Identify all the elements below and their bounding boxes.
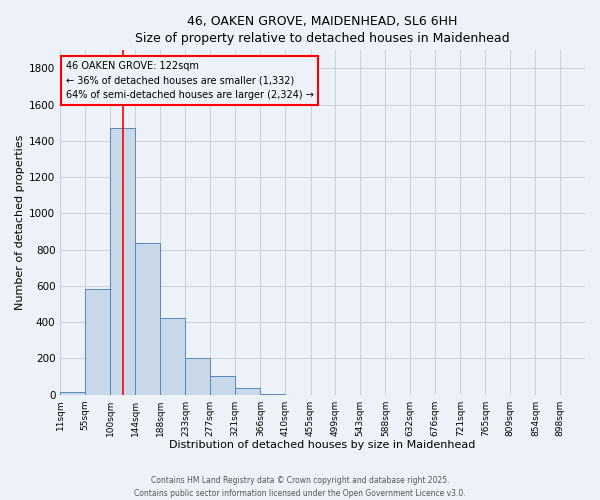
Bar (110, 128, 135, 394)
Bar (85, 288, 110, 395)
Bar (160, 318, 185, 394)
X-axis label: Distribution of detached houses by size in Maidenhead: Distribution of detached houses by size … (169, 440, 476, 450)
Title: 46, OAKEN GROVE, MAIDENHEAD, SL6 6HH
Size of property relative to detached house: 46, OAKEN GROVE, MAIDENHEAD, SL6 6HH Siz… (136, 15, 510, 45)
Bar (60, 392, 85, 394)
Text: 46 OAKEN GROVE: 122sqm
← 36% of detached houses are smaller (1,332)
64% of semi-: 46 OAKEN GROVE: 122sqm ← 36% of detached… (65, 60, 313, 100)
Bar (235, 388, 260, 394)
Text: Contains HM Land Registry data © Crown copyright and database right 2025.
Contai: Contains HM Land Registry data © Crown c… (134, 476, 466, 498)
Bar (210, 376, 235, 394)
Bar (185, 358, 210, 394)
Y-axis label: Number of detached properties: Number of detached properties (15, 135, 25, 310)
Bar (135, 244, 160, 394)
